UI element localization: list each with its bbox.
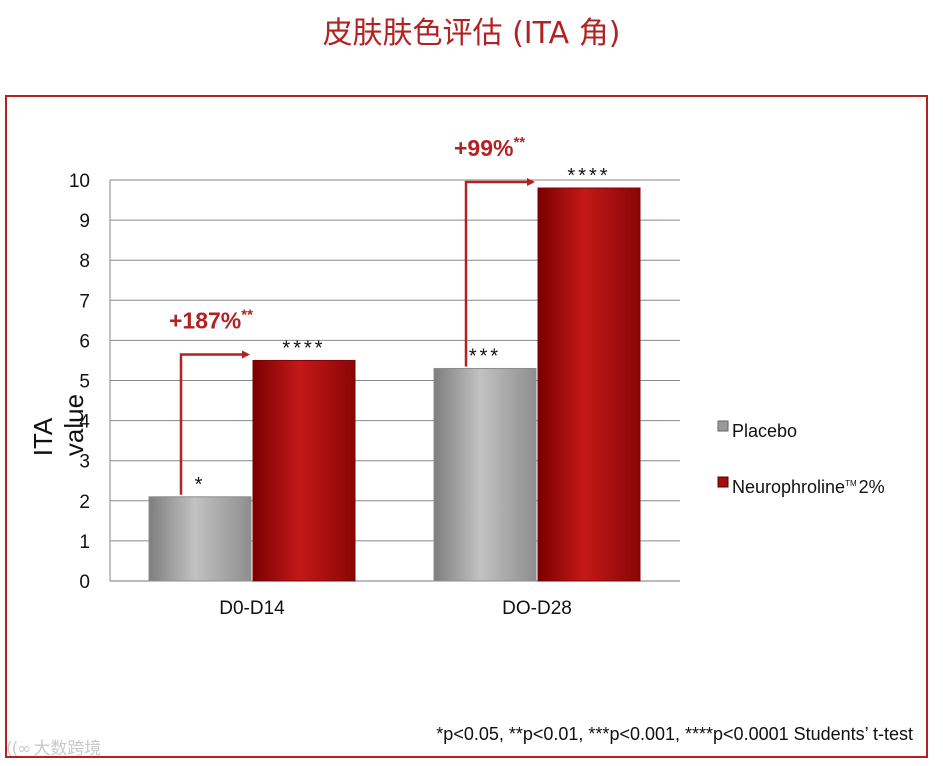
page-title: 皮肤肤色评估 (ITA 角)	[322, 16, 621, 51]
increase-arrow	[464, 178, 535, 367]
y-tick-label: 2	[79, 492, 90, 513]
y-tick-label: 5	[79, 372, 90, 393]
bar-placebo	[148, 496, 252, 582]
y-tick-label: 9	[79, 211, 90, 232]
increase-annotation: +99%**	[454, 134, 525, 161]
legend-label: Placebo	[732, 421, 797, 441]
significance-label: *	[195, 474, 206, 496]
increase-arrow	[179, 350, 250, 495]
chart-frame	[5, 95, 928, 758]
y-tick-label: 8	[79, 251, 90, 272]
watermark-logo: ((∞	[6, 739, 31, 759]
x-tick-label: DO-D28	[502, 598, 572, 619]
x-tick-label: D0-D14	[219, 598, 285, 619]
bar-neurophroline	[252, 359, 356, 582]
y-tick-label: 6	[79, 331, 90, 352]
legend: Placebo NeurophrolineTM 2%	[717, 420, 885, 497]
y-axis-label-line1: ITA	[28, 417, 58, 456]
legend-label: NeurophrolineTM 2%	[732, 477, 885, 497]
legend-swatch	[717, 420, 729, 432]
bar-neurophroline	[537, 187, 641, 582]
y-tick-label: 4	[79, 412, 90, 433]
legend-swatch	[717, 476, 729, 488]
significance-label: ****	[282, 337, 325, 359]
y-tick-label: 1	[79, 532, 90, 553]
y-tick-label: 0	[79, 572, 90, 593]
watermark: ((∞ 大数跨境	[6, 734, 101, 759]
y-tick-label: 10	[69, 171, 90, 192]
y-tick-label: 3	[79, 452, 90, 473]
y-axis-label-line2: value	[59, 394, 89, 456]
watermark-text: 大数跨境	[33, 739, 102, 759]
bar-placebo	[433, 367, 537, 582]
y-tick-label: 7	[79, 291, 90, 312]
significance-label: ****	[567, 165, 610, 187]
footnote: *p<0.05, **p<0.01, ***p<0.001, ****p<0.0…	[436, 724, 913, 744]
bars-layer	[148, 187, 641, 582]
increase-annotation: +187%**	[169, 306, 253, 333]
significance-label: ***	[469, 345, 501, 367]
